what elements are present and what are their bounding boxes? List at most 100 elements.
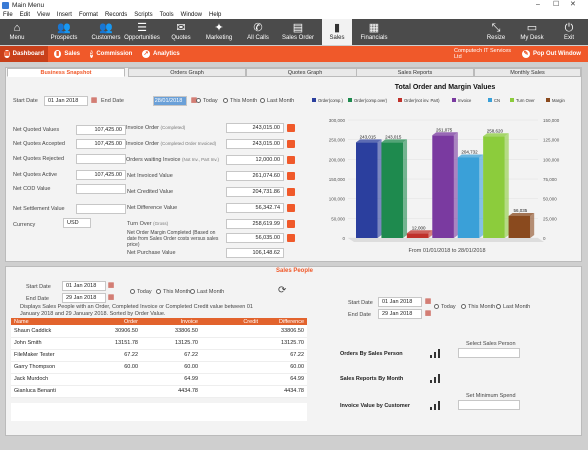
invoice-value-by-customer-label[interactable]: Invoice Value by Customer	[340, 403, 410, 409]
maximize-button[interactable]: ☐	[553, 1, 560, 8]
invoice-order-invoiced-button[interactable]	[287, 140, 295, 148]
nav-dashboard[interactable]: ▦ Dashboard	[0, 46, 48, 62]
menu-edit[interactable]: Edit	[19, 11, 31, 18]
tab-business-snapshot[interactable]: Business Snapshot	[7, 68, 125, 77]
net-settlement-value-field[interactable]	[76, 204, 126, 214]
net-invoiced-value-button[interactable]	[287, 172, 295, 180]
menu-tools[interactable]: Tools	[159, 11, 174, 18]
calendar-icon[interactable]: ▦	[107, 294, 115, 301]
table-row[interactable]: John Smith 13151.78 13125.70 13125.70	[11, 337, 307, 350]
net-difference-value-button[interactable]	[287, 204, 295, 212]
net-quotes-accepted-field[interactable]: 107,425.00	[76, 139, 126, 149]
nav-commission[interactable]: $ Commission	[90, 50, 133, 58]
col-difference[interactable]: Difference	[261, 318, 307, 325]
bar-chart-icon[interactable]	[430, 401, 442, 410]
bar-chart-icon[interactable]	[430, 374, 442, 383]
menu-scripts[interactable]: Scripts	[134, 11, 153, 18]
sales-reports-by-month-label[interactable]: Sales Reports By Month	[340, 376, 404, 382]
tab-monthly-sales[interactable]: Monthly Sales	[474, 68, 581, 77]
net-credited-value-field[interactable]: 204,731.86	[226, 187, 284, 197]
toolbar-all-calls[interactable]: ✆ All Calls	[247, 22, 269, 41]
net-purchase-value-field[interactable]: 106,148.62	[226, 248, 284, 258]
orders-by-sales-person-label[interactable]: Orders By Sales Person	[340, 351, 403, 357]
end-date-field[interactable]: 28/01/2018	[153, 96, 187, 106]
col-order[interactable]: Order	[71, 318, 141, 325]
start-date-field[interactable]: 01 Jan 2018	[44, 96, 88, 106]
col-credit[interactable]: Credit	[201, 318, 261, 325]
sp-start-date-field[interactable]: 01 Jan 2018	[62, 281, 106, 291]
set-minimum-spend-field[interactable]	[458, 400, 520, 410]
net-invoiced-value-field[interactable]: 261,074.60	[226, 171, 284, 181]
table-row[interactable]: Jack Murdoch 64.99 64.99	[11, 373, 307, 386]
today-radio[interactable]	[196, 98, 201, 103]
calendar-icon[interactable]: ▦	[190, 97, 198, 104]
toolbar-opportunities[interactable]: ☰ Opportunities	[124, 22, 160, 41]
toolbar-menu[interactable]: ⌂ Menu	[9, 22, 25, 41]
orders-waiting-invoice-button[interactable]	[287, 156, 295, 164]
last-month-radio[interactable]	[260, 98, 265, 103]
net-order-margin-button[interactable]	[287, 234, 295, 242]
calendar-icon[interactable]: ▦	[424, 310, 432, 317]
calendar-icon[interactable]: ▦	[107, 282, 115, 289]
toolbar-resize[interactable]: ⤡ Resize	[486, 22, 506, 41]
menu-records[interactable]: Records	[104, 11, 128, 18]
calendar-icon[interactable]: ▦	[90, 97, 98, 104]
sp-today-radio[interactable]	[130, 289, 135, 294]
toolbar-financials[interactable]: ▦ Financials	[360, 22, 388, 41]
calendar-icon[interactable]: ▦	[424, 298, 432, 305]
nav-analytics[interactable]: ↗ Analytics	[142, 50, 180, 58]
rep-last-month-radio[interactable]	[496, 304, 501, 309]
currency-field[interactable]: USD	[63, 218, 91, 228]
toolbar-marketing[interactable]: ✦ Marketing	[205, 22, 233, 41]
menu-format[interactable]: Format	[78, 11, 98, 18]
table-row[interactable]: FileMaker Tester 67.22 67.22 67.22	[11, 349, 307, 362]
net-quotes-rejected-field[interactable]	[76, 154, 126, 164]
col-name[interactable]: Name	[11, 318, 71, 325]
nav-sales[interactable]: ▮ Sales	[54, 50, 80, 58]
minimize-button[interactable]: –	[536, 1, 540, 8]
close-button[interactable]: ✕	[570, 1, 576, 8]
rep-this-month-radio[interactable]	[461, 304, 466, 309]
table-row[interactable]: Gianluca Benanti 4434.78 4434.78	[11, 385, 307, 398]
tab-sales-reports[interactable]: Sales Reports	[356, 68, 474, 77]
table-row[interactable]: Shaun Caddick 30906.50 33806.50 33806.50	[11, 325, 307, 338]
menu-window[interactable]: Window	[180, 11, 202, 18]
rep-end-date-field[interactable]: 29 Jan 2018	[378, 309, 422, 319]
toolbar-exit[interactable]: ⏻ Exit	[563, 22, 574, 41]
orders-waiting-invoice-field[interactable]: 12,000.00	[226, 155, 284, 165]
invoice-order-completed-field[interactable]: 243,015.00	[226, 123, 284, 133]
invoice-order-invoiced-field[interactable]: 243,015.00	[226, 139, 284, 149]
select-sales-person-field[interactable]	[458, 348, 520, 358]
menu-help[interactable]: Help	[209, 11, 222, 18]
tab-quotes-graph[interactable]: Quotes Graph	[246, 68, 364, 77]
net-cod-value-field[interactable]	[76, 184, 126, 194]
refresh-icon[interactable]: ⟳	[278, 285, 287, 296]
invoice-order-detail-button[interactable]	[287, 124, 295, 132]
rep-today-radio[interactable]	[434, 304, 439, 309]
rep-start-date-field[interactable]: 01 Jan 2018	[378, 297, 422, 307]
pop-out-window-button[interactable]: ✎ Pop Out Window	[522, 50, 581, 58]
net-credited-value-button[interactable]	[287, 188, 295, 196]
net-quoted-values-field[interactable]: 107,425.00	[76, 125, 126, 135]
this-month-radio[interactable]	[223, 98, 228, 103]
menu-view[interactable]: View	[37, 11, 50, 18]
toolbar-sales-order[interactable]: ▤ Sales Order	[281, 22, 314, 41]
toolbar-prospects[interactable]: 👥 Prospects	[50, 22, 78, 41]
net-order-margin-field[interactable]: 56,035.00	[226, 233, 284, 243]
toolbar-quotes[interactable]: ✉ Quotes	[171, 22, 191, 41]
toolbar-my-desk[interactable]: ▭ My Desk	[520, 22, 544, 41]
sp-end-date-field[interactable]: 29 Jan 2018	[62, 293, 106, 303]
menu-insert[interactable]: Insert	[56, 11, 72, 18]
net-quotes-active-field[interactable]: 107,425.00	[76, 170, 126, 180]
menu-file[interactable]: File	[3, 11, 13, 18]
table-row[interactable]: Garry Thompson 60.00 60.00 60.00	[11, 361, 307, 374]
sp-last-month-radio[interactable]	[190, 289, 195, 294]
bar-chart-icon[interactable]	[430, 349, 442, 358]
sp-this-month-radio[interactable]	[156, 289, 161, 294]
toolbar-customers[interactable]: 👥 Customers	[91, 22, 121, 41]
toolbar-sales[interactable]: ▮ Sales	[322, 19, 352, 45]
turn-over-button[interactable]	[287, 220, 295, 228]
tab-orders-graph[interactable]: Orders Graph	[128, 68, 246, 77]
turn-over-field[interactable]: 258,619.99	[226, 219, 284, 229]
net-difference-value-field[interactable]: 56,342.74	[226, 203, 284, 213]
